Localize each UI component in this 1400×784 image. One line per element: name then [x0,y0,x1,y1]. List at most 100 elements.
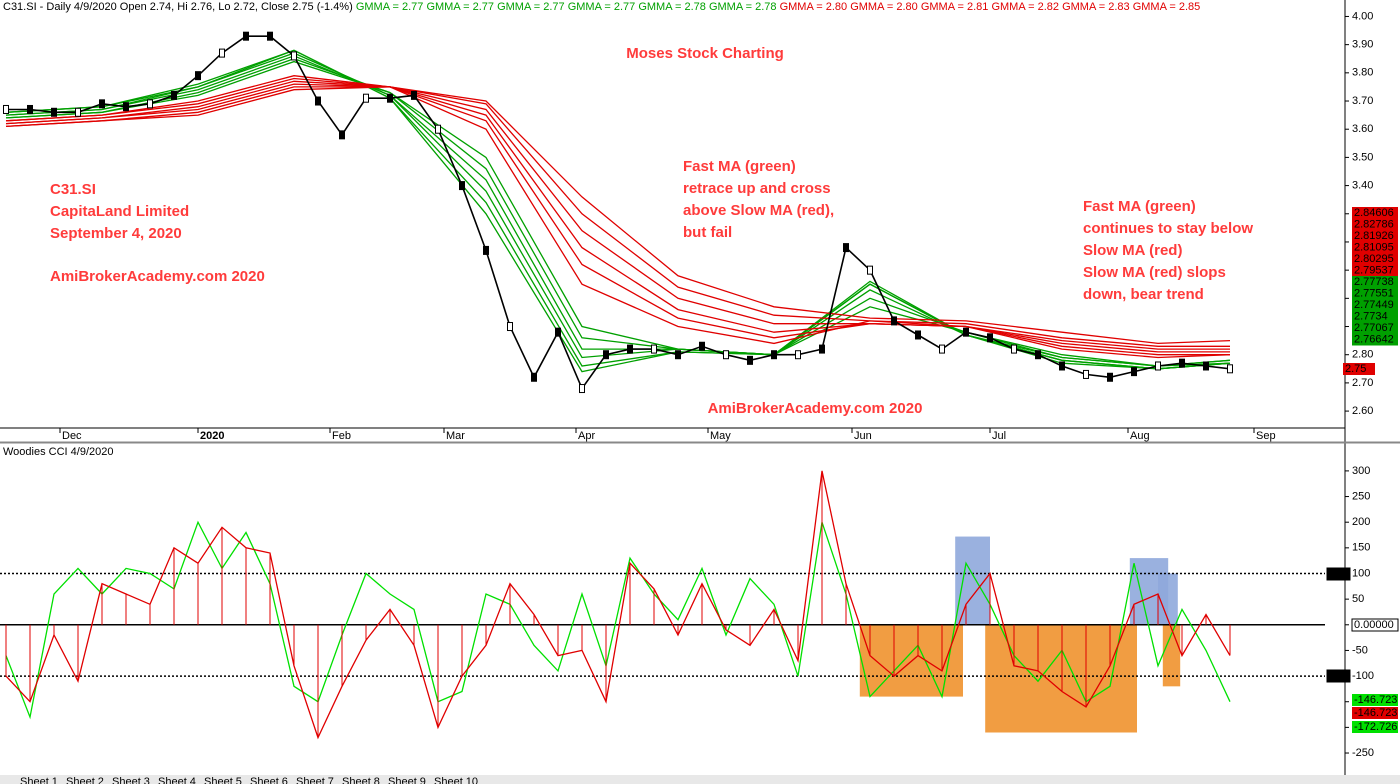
badge-label: 2.77067 [1354,322,1394,334]
value-badge [1352,276,1398,288]
legend-entry: GMMA = 2.85 [1133,1,1201,13]
x-tick-label: Dec [62,430,82,442]
candle [891,316,897,326]
candle [1011,344,1017,354]
candle [723,350,729,360]
indicator-line [5,470,1231,740]
y-tick-label: -50 [1352,644,1368,656]
candle [603,350,609,360]
x-tick-label: Feb [332,430,351,442]
y-tick-label: 3.80 [1352,67,1373,79]
x-tick-label: Apr [578,430,595,442]
badge-label: 100 [1329,568,1347,580]
candle [1179,358,1185,368]
indicator-line [5,80,1230,353]
badge-label: 2.7734 [1354,310,1388,322]
badge-label: -172.726 [1354,721,1397,733]
legend-entry: GMMA = 2.83 [1062,1,1130,13]
y-tick-label: 200 [1352,516,1370,528]
price-line [6,35,1231,391]
badge-label: 2.75 [1345,363,1366,375]
candle [315,96,321,106]
annotation: continues to stay below [1083,220,1253,237]
candle [123,102,129,112]
candle [867,265,873,275]
indicator-line [5,77,1230,356]
candle [387,93,393,103]
title-text: C31.SI - Daily 4/9/2020 Open 2.74, Hi 2.… [3,1,353,13]
candle [291,51,297,61]
y-tick-label: 3.70 [1352,95,1373,107]
candle [3,104,9,114]
x-tick-label: Mar [446,430,465,442]
chart-title: C31.SI - Daily 4/9/2020 Open 2.74, Hi 2.… [3,1,1200,13]
candle [915,330,921,340]
value-badge [1352,707,1398,719]
value-badge [1326,567,1351,581]
value-badge [1326,669,1351,683]
candle [27,104,33,114]
candle [75,107,81,117]
y-tick-label: 300 [1352,465,1370,477]
candle [1035,350,1041,360]
x-tick-label: Sep [1256,430,1276,442]
y-tick-label: 2.70 [1352,377,1373,389]
candle [675,350,681,360]
legend-entry: GMMA = 2.78 [638,1,706,13]
sheet-tab: Sheet 10 [434,776,478,784]
badge-label: -146.723 [1354,694,1397,706]
value-badge [1352,230,1398,242]
candle [99,99,105,109]
sheet-tab: Sheet 3 [112,776,150,784]
legend-entry: GMMA = 2.77 [356,1,424,13]
sheet-tab: Sheet 5 [204,776,242,784]
candle [747,355,753,365]
candle [771,350,777,360]
sheet-tab: Sheet 1 [20,776,58,784]
value-badge [1352,287,1398,300]
candle [267,31,273,41]
candle [1131,367,1137,377]
annotation: Slow MA (red) [1083,242,1182,259]
candle [411,90,417,100]
candle [939,344,945,354]
badge-label: 2.82786 [1354,218,1394,230]
candle [819,344,825,354]
candle [435,124,441,134]
candle [795,350,801,360]
candle [1059,361,1065,371]
legend-entry: GMMA = 2.77 [497,1,565,13]
title-text: Woodies CCI 4/9/2020 [3,446,113,458]
candle [1203,361,1209,371]
annotation: AmiBrokerAcademy.com 2020 [50,268,265,285]
candle [483,245,489,255]
x-tick-label: May [710,430,731,442]
y-tick-label: 3.40 [1352,179,1373,191]
candle [987,333,993,343]
candle [843,243,849,253]
indicator-line [5,86,1230,347]
badge-label: 2.77738 [1354,276,1394,288]
indicator-line [5,58,1231,367]
candle [459,181,465,191]
candle [219,48,225,58]
sheet-tab: Sheet 6 [250,776,288,784]
sheet-tab: Sheet 7 [296,776,334,784]
indicator-line [5,83,1230,350]
value-badge [1351,618,1399,632]
value-badge [1352,218,1398,231]
candle [579,384,585,394]
candle [339,130,345,140]
badge-label: 2.81926 [1354,230,1394,242]
badge-label: -100 [1329,670,1351,682]
value-badge [1352,241,1398,254]
value-badge [1352,322,1398,334]
x-tick-label: Jul [992,430,1006,442]
annotation: C31.SI [50,181,96,198]
annotation: Moses Stock Charting [626,45,784,62]
legend-entry: GMMA = 2.77 [568,1,636,13]
candle [651,344,657,354]
annotation: AmiBrokerAcademy.com 2020 [708,400,923,417]
y-tick-label: 50 [1352,593,1364,605]
